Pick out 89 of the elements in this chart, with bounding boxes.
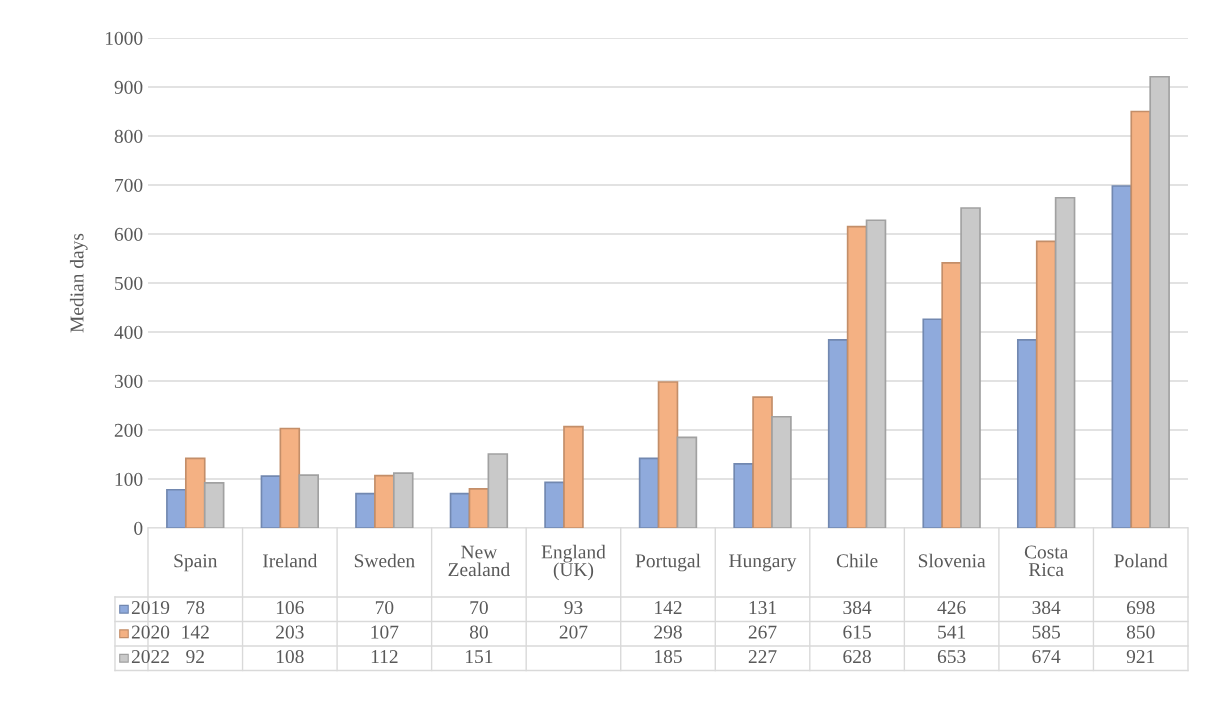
data-label: 142: [655, 601, 682, 614]
data-label: 78: [186, 601, 205, 615]
bar: [1035, 240, 1057, 528]
x-tick-label: England (UK): [541, 544, 606, 581]
data-label: 585: [1032, 625, 1061, 639]
bar: [392, 472, 414, 528]
data-label: 227: [748, 650, 777, 663]
data-label: 628: [843, 650, 871, 664]
bar: [1016, 339, 1038, 528]
data-label: 921: [1126, 650, 1155, 664]
legend-label: 2019: [131, 601, 170, 615]
x-tick-label: Hungary: [729, 554, 797, 572]
data-label: 108: [276, 650, 304, 664]
y-tick-label: 400: [114, 325, 143, 339]
bar: [166, 488, 187, 528]
x-tick-label: New Zealand: [448, 545, 510, 577]
x-tick-label: Ireland: [262, 553, 318, 568]
y-tick-label: 200: [114, 423, 143, 437]
x-tick-label: Portugal: [635, 553, 701, 572]
bar: [544, 481, 565, 528]
x-tick-label: Sweden: [354, 553, 415, 568]
data-label: 384: [1032, 601, 1061, 615]
bar: [1130, 110, 1152, 528]
data-label: 131: [749, 601, 776, 615]
data-label: 151: [466, 650, 493, 664]
data-label: 267: [748, 625, 777, 639]
bar: [865, 219, 887, 528]
x-tick-label: Spain: [174, 554, 218, 572]
data-label: 70: [375, 601, 394, 615]
data-label: 112: [371, 650, 398, 663]
bar: [374, 474, 395, 528]
y-tick-label: 800: [114, 129, 143, 143]
bar: [563, 425, 584, 528]
bar: [260, 475, 282, 528]
data-label: 674: [1032, 650, 1061, 664]
bar: [922, 318, 944, 528]
data-label: 107: [371, 625, 399, 639]
data-label: 850: [1126, 625, 1155, 639]
data-label: 185: [655, 650, 682, 664]
data-label: 70: [470, 601, 488, 615]
y-tick-label: 500: [115, 276, 143, 290]
bar: [1149, 75, 1170, 528]
legend-label: 2022: [131, 650, 169, 664]
bar: [846, 225, 868, 528]
bar: [657, 381, 679, 528]
bar: [676, 436, 698, 528]
legend-label: 2020: [131, 625, 170, 639]
bar: [960, 207, 981, 528]
bar: [184, 457, 206, 528]
data-label: 80: [469, 625, 488, 639]
bar: [298, 474, 320, 528]
bar: [771, 415, 792, 528]
bar: [449, 492, 471, 528]
data-label: 203: [276, 625, 304, 639]
bar: [638, 457, 660, 528]
x-tick-label: Slovenia: [918, 553, 986, 568]
x-tick-label: Poland: [1114, 553, 1168, 568]
data-label: 93: [564, 601, 583, 615]
data-label: 298: [654, 625, 682, 639]
y-tick-label: 0: [134, 521, 143, 535]
data-label: 92: [186, 650, 204, 664]
bar: [203, 482, 225, 528]
data-label: 207: [559, 625, 588, 639]
bar: [941, 262, 962, 528]
bar: [733, 462, 754, 528]
bar: [279, 427, 301, 528]
data-label: 142: [182, 625, 209, 639]
bar: [827, 339, 849, 528]
x-tick-label: Costa Rica: [1024, 545, 1069, 577]
y-tick-label: 100: [115, 472, 143, 486]
y-axis-title: Median days: [69, 233, 88, 333]
x-tick-label: Chile: [836, 553, 878, 568]
y-tick-label: 1000: [105, 31, 143, 45]
bar: [487, 453, 509, 528]
data-label: 384: [843, 601, 872, 615]
data-label: 615: [843, 625, 871, 639]
y-tick-label: 900: [114, 80, 143, 94]
data-label: 698: [1126, 601, 1155, 615]
y-tick-label: 600: [114, 227, 143, 241]
bar: [468, 487, 490, 528]
bar: [752, 396, 773, 528]
data-label: 653: [937, 650, 966, 664]
y-tick-label: 300: [114, 374, 143, 388]
bar: [355, 492, 376, 528]
data-label: 426: [937, 601, 966, 615]
y-tick-label: 700: [115, 178, 143, 192]
data-label: 541: [938, 625, 966, 639]
bar: [1054, 196, 1076, 528]
data-label: 106: [276, 601, 304, 615]
